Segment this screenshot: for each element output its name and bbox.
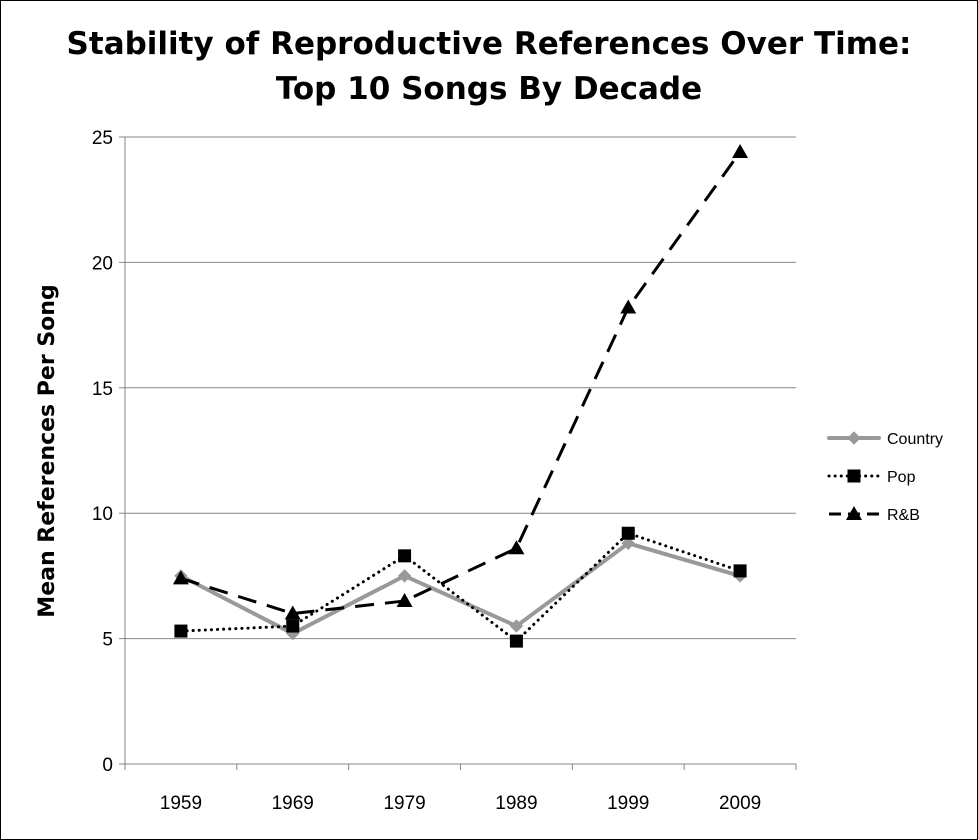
legend-marker-r-b bbox=[846, 506, 862, 520]
data-point-r-b bbox=[396, 592, 413, 607]
data-point-pop bbox=[286, 619, 300, 633]
y-tick-label: 0 bbox=[102, 755, 113, 776]
axes: 0 5 10 15 20 25 1959 1969 1979 1989 1999 2009 bbox=[92, 128, 797, 814]
x-tick-label: 1979 bbox=[383, 793, 425, 814]
chart-subtitle: Top 10 Songs By Decade bbox=[276, 71, 702, 107]
data-point-pop bbox=[733, 564, 747, 578]
data-point-r-b bbox=[732, 144, 749, 159]
x-tick-label: 2009 bbox=[719, 793, 761, 814]
data-point-r-b bbox=[508, 540, 525, 555]
x-tick-label: 1989 bbox=[495, 793, 537, 814]
legend-marker-pop bbox=[847, 469, 861, 483]
series-line-country bbox=[178, 541, 743, 636]
series-r-b bbox=[172, 144, 749, 620]
y-tick-label: 10 bbox=[92, 504, 113, 525]
data-point-pop bbox=[174, 624, 188, 638]
data-point-pop bbox=[621, 526, 635, 540]
legend-label-pop: Pop bbox=[887, 469, 916, 486]
data-point-pop bbox=[509, 634, 523, 648]
x-tick-label: 1959 bbox=[160, 793, 202, 814]
data-point-pop bbox=[398, 549, 412, 563]
y-axis-label: Mean References Per Song bbox=[35, 284, 60, 617]
y-tick-label: 15 bbox=[92, 379, 113, 400]
legend-label-country: Country bbox=[887, 431, 943, 448]
series-country bbox=[174, 536, 747, 641]
x-tick-label: 1999 bbox=[607, 793, 649, 814]
data-point-r-b bbox=[284, 605, 301, 620]
data-point-country bbox=[397, 569, 412, 583]
series-lines bbox=[172, 144, 749, 648]
series-pop bbox=[174, 526, 747, 648]
data-point-r-b bbox=[172, 570, 189, 585]
y-tick-label: 5 bbox=[102, 630, 113, 651]
data-point-country bbox=[509, 619, 524, 633]
x-tick-label: 1969 bbox=[272, 793, 314, 814]
data-point-country bbox=[621, 536, 635, 551]
series-line-r-b bbox=[180, 151, 742, 616]
legend-label-r-b: R&B bbox=[887, 507, 920, 524]
data-point-r-b bbox=[620, 299, 637, 314]
legend: Country Pop R&B bbox=[827, 431, 943, 524]
y-tick-label: 20 bbox=[92, 253, 113, 274]
chart-title: Stability of Reproductive References Ove… bbox=[67, 26, 912, 62]
gridlines bbox=[125, 136, 796, 640]
y-tick-label: 25 bbox=[92, 128, 113, 149]
legend-marker-country bbox=[847, 431, 861, 445]
